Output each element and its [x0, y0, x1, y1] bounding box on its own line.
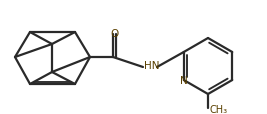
Text: O: O [110, 29, 118, 39]
Text: HN: HN [144, 60, 159, 70]
Text: N: N [180, 75, 188, 85]
Text: CH₃: CH₃ [209, 104, 227, 114]
